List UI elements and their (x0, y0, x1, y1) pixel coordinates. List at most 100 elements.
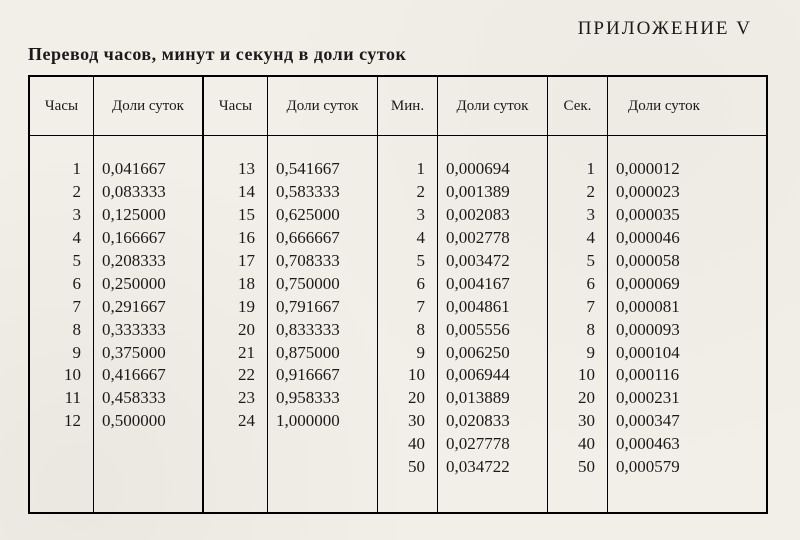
table-cell: 7 (34, 296, 81, 319)
table-cell: 22 (208, 364, 255, 387)
table-cell: 11 (34, 387, 81, 410)
table-cell: 0,000012 (616, 158, 716, 181)
table-cell: 1 (34, 158, 81, 181)
table-cell: 2 (34, 181, 81, 204)
table-body: 123456789101112 0,0416670,0833330,125000… (30, 136, 766, 512)
table-cell: 40 (382, 433, 425, 456)
table-cell: 10 (34, 364, 81, 387)
table-cell: 0,041667 (102, 158, 198, 181)
table-cell: 0,002778 (446, 227, 543, 250)
table-cell: 0,875000 (276, 342, 373, 365)
table-cell: 0,750000 (276, 273, 373, 296)
table-cell: 0,027778 (446, 433, 543, 456)
col-frac-a: 0,0416670,0833330,1250000,1666670,208333… (94, 136, 204, 512)
table-cell (552, 479, 595, 502)
table-cell: 17 (208, 250, 255, 273)
table-cell: 13 (208, 158, 255, 181)
table-cell (34, 479, 81, 502)
table-cell: 0,000035 (616, 204, 716, 227)
table-cell: 0,000347 (616, 410, 716, 433)
table-cell: 0,375000 (102, 342, 198, 365)
table-cell (102, 433, 198, 456)
table-cell (208, 479, 255, 502)
table-cell: 0,000231 (616, 387, 716, 410)
table-cell: 0,708333 (276, 250, 373, 273)
table-cell: 5 (552, 250, 595, 273)
table-cell: 0,003472 (446, 250, 543, 273)
table-cell (34, 456, 81, 479)
table-cell: 18 (208, 273, 255, 296)
table-cell: 30 (382, 410, 425, 433)
col-frac-b: 0,5416670,5833330,6250000,6666670,708333… (268, 136, 378, 512)
table-cell: 0,458333 (102, 387, 198, 410)
table-cell: 0,000694 (446, 158, 543, 181)
col-header-hours-b: Часы (204, 77, 268, 135)
table-cell: 0,250000 (102, 273, 198, 296)
table-cell: 3 (34, 204, 81, 227)
table-cell: 0,166667 (102, 227, 198, 250)
table-cell: 0,000058 (616, 250, 716, 273)
table-cell (208, 433, 255, 456)
table-cell: 0,541667 (276, 158, 373, 181)
col-header-frac-min: Доли суток (438, 77, 548, 135)
col-frac-sec: 0,0000120,0000230,0000350,0000460,000058… (608, 136, 720, 512)
table-cell: 0,958333 (276, 387, 373, 410)
table-cell: 8 (552, 319, 595, 342)
table-cell: 6 (382, 273, 425, 296)
table-cell: 19 (208, 296, 255, 319)
table-cell (102, 479, 198, 502)
table-cell: 9 (34, 342, 81, 365)
table-cell: 0,000116 (616, 364, 716, 387)
table-cell: 40 (552, 433, 595, 456)
col-min: 1234567891020304050 (378, 136, 438, 512)
table-cell: 1 (382, 158, 425, 181)
table-cell (208, 456, 255, 479)
col-header-hours-a: Часы (30, 77, 94, 135)
table-cell: 0,000579 (616, 456, 716, 479)
col-sec: 1234567891020304050 (548, 136, 608, 512)
table-cell: 20 (552, 387, 595, 410)
table-cell: 0,002083 (446, 204, 543, 227)
table-cell: 3 (382, 204, 425, 227)
table-cell: 0,833333 (276, 319, 373, 342)
table-cell: 5 (34, 250, 81, 273)
table-cell: 0,583333 (276, 181, 373, 204)
table-cell: 15 (208, 204, 255, 227)
col-header-min: Мин. (378, 77, 438, 135)
table-cell (276, 479, 373, 502)
table-cell: 30 (552, 410, 595, 433)
table-cell: 0,000104 (616, 342, 716, 365)
table-cell: 7 (382, 296, 425, 319)
page-title: Перевод часов, минут и секунд в доли сут… (28, 44, 772, 65)
table-cell: 9 (552, 342, 595, 365)
table-cell: 0,000463 (616, 433, 716, 456)
table-cell: 0,625000 (276, 204, 373, 227)
table-cell: 50 (552, 456, 595, 479)
table-cell: 2 (552, 181, 595, 204)
table-cell: 0,020833 (446, 410, 543, 433)
table-cell: 0,006250 (446, 342, 543, 365)
table-cell: 0,916667 (276, 364, 373, 387)
table-cell: 23 (208, 387, 255, 410)
table-cell: 0,004861 (446, 296, 543, 319)
appendix-label: ПРИЛОЖЕНИЕ V (28, 18, 772, 40)
table-cell: 0,000081 (616, 296, 716, 319)
table-cell: 0,000069 (616, 273, 716, 296)
table-cell: 0,005556 (446, 319, 543, 342)
table-cell: 0,013889 (446, 387, 543, 410)
table-cell: 0,333333 (102, 319, 198, 342)
table-cell: 0,208333 (102, 250, 198, 273)
table-cell: 16 (208, 227, 255, 250)
table-cell: 0,791667 (276, 296, 373, 319)
table-cell: 0,291667 (102, 296, 198, 319)
table-cell: 0,006944 (446, 364, 543, 387)
table-cell: 20 (208, 319, 255, 342)
table-cell: 0,125000 (102, 204, 198, 227)
col-hours-a: 123456789101112 (30, 136, 94, 512)
table-cell (382, 479, 425, 502)
table-cell: 7 (552, 296, 595, 319)
table-cell: 4 (382, 227, 425, 250)
table-cell: 0,666667 (276, 227, 373, 250)
table-cell (276, 433, 373, 456)
table-cell: 5 (382, 250, 425, 273)
